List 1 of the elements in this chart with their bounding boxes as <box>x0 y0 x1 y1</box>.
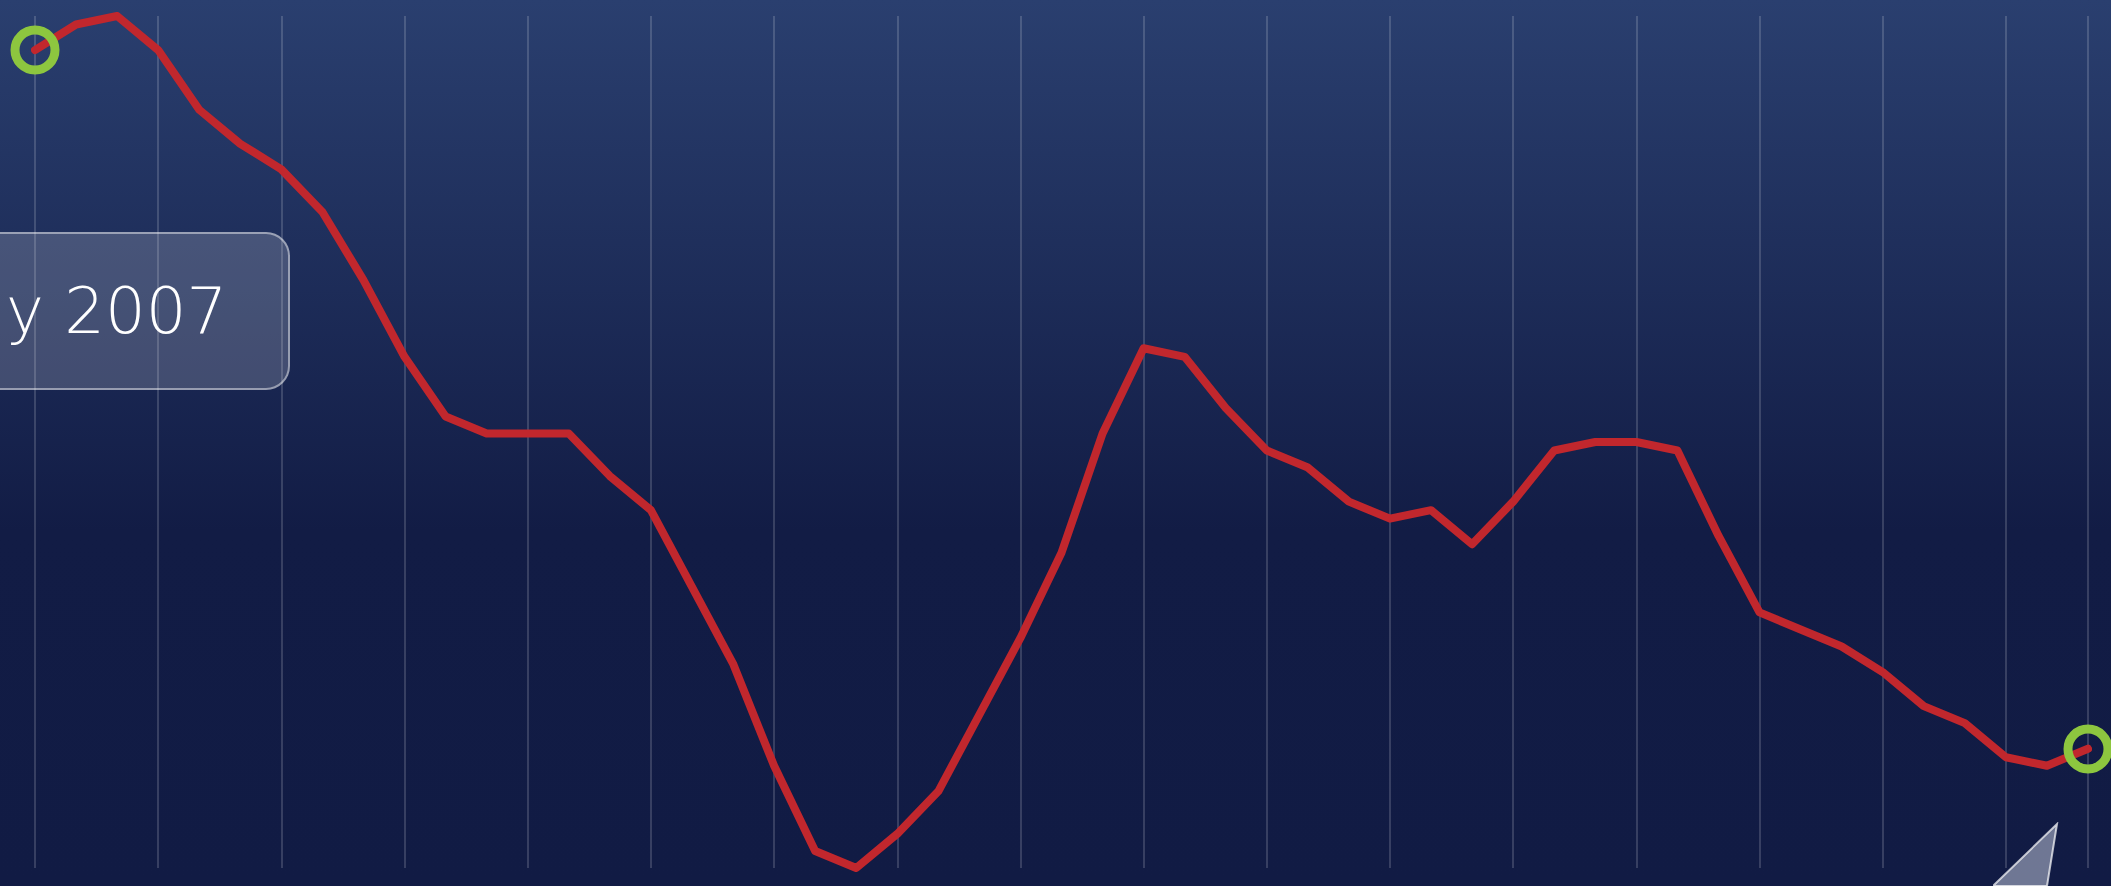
annotation: y 2007 <box>0 232 290 390</box>
